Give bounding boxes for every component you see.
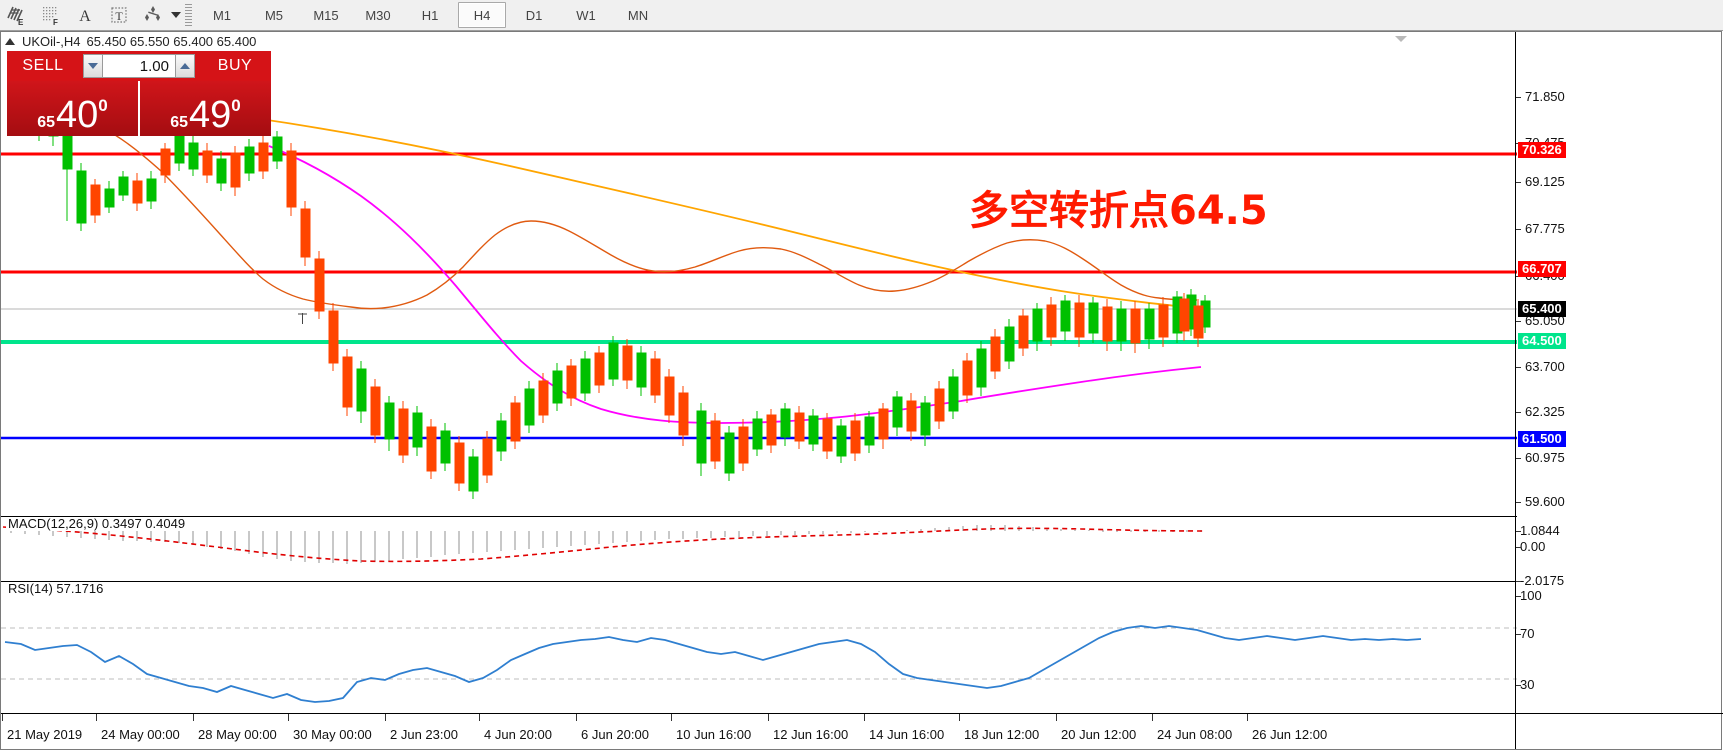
- objects-icon[interactable]: [136, 1, 170, 29]
- chart-annotation-text[interactable]: 多空转折点64.5: [969, 188, 1268, 234]
- macd-signal-line: [2, 526, 1206, 563]
- time-axis[interactable]: 21 May 2019 24 May 00:00 28 May 00:00 30…: [1, 713, 1723, 749]
- time-tick-5: 4 Jun 20:00: [479, 714, 552, 742]
- price-scale[interactable]: 71.850 70.475 69.125 67.775 66.400 65.05…: [1515, 32, 1721, 749]
- time-tick-11: 20 Jun 12:00: [1055, 714, 1136, 742]
- macd-tick-min: -2.0175: [1516, 573, 1564, 588]
- support-level-61500[interactable]: 61.500: [1518, 431, 1566, 447]
- crosshair-marker-icon: [298, 313, 307, 324]
- timeframe-h4[interactable]: H4: [458, 2, 506, 28]
- macd-tick-zero: 0.00: [1516, 539, 1545, 554]
- objects-dropdown-caret[interactable]: [171, 12, 181, 18]
- indicators-icon[interactable]: E: [0, 1, 34, 29]
- timeframe-m1[interactable]: M1: [212, 7, 232, 23]
- timeframe-m15[interactable]: M15: [313, 7, 339, 23]
- macd-indicator-label: MACD(12,26,9) 0.3497 0.4049: [6, 516, 188, 531]
- one-click-trading-panel[interactable]: SELL 1.00 BUY 65 40 0 65 49 0: [7, 51, 271, 136]
- ohlc-values: 65.450 65.550 65.400 65.400: [86, 34, 257, 49]
- volume-input[interactable]: 1.00: [103, 54, 175, 78]
- window-minimize-triangle-icon[interactable]: [1395, 36, 1407, 42]
- time-tick-2: 28 May 00:00: [193, 714, 277, 742]
- macd-pane[interactable]: MACD(12,26,9) 0.3497 0.4049: [1, 516, 1517, 582]
- rsi-tick-100: 100: [1516, 588, 1542, 603]
- resistance-level-66707[interactable]: 66.707: [1518, 261, 1566, 277]
- symbol-bar: UKOil-,H4 65.450 65.550 65.400 65.400: [1, 32, 1721, 51]
- main-price-pane[interactable]: [1, 51, 1517, 510]
- trade-panel-price-row: 65 40 0 65 49 0: [7, 81, 271, 136]
- textbox-icon[interactable]: T: [102, 1, 136, 29]
- time-tick-0: 21 May 2019: [1, 714, 82, 742]
- ma-magenta-line: [268, 145, 1202, 424]
- time-tick-4: 2 Jun 23:00: [385, 714, 458, 742]
- grid-icon[interactable]: F: [34, 1, 68, 29]
- sell-price-whole: 65: [37, 114, 56, 131]
- rsi-chart-svg: [1, 625, 1517, 703]
- symbol-label: UKOil-,H4: [22, 34, 81, 49]
- price-tick-59600: 59.600: [1516, 494, 1565, 509]
- time-tick-10: 18 Jun 12:00: [958, 714, 1039, 742]
- toolbar-separator: [185, 4, 192, 26]
- timeframe-w1[interactable]: W1: [576, 7, 596, 23]
- macd-histogram: [10, 525, 1202, 564]
- buy-button[interactable]: BUY: [199, 51, 271, 81]
- timeframe-mn[interactable]: MN: [627, 7, 649, 23]
- svg-text:T: T: [115, 9, 123, 23]
- price-tick-60975: 60.975: [1516, 450, 1565, 465]
- timeframe-m30[interactable]: M30: [365, 7, 391, 23]
- buy-price-whole: 65: [170, 114, 189, 131]
- ma-orangered-line: [103, 128, 1198, 310]
- volume-increase-button[interactable]: [175, 54, 195, 78]
- text-icon[interactable]: A: [68, 1, 102, 29]
- buy-price-display[interactable]: 65 49 0: [140, 81, 271, 136]
- current-price-65400[interactable]: 65.400: [1518, 301, 1566, 317]
- timeframe-m5[interactable]: M5: [264, 7, 284, 23]
- svg-text:F: F: [53, 18, 58, 27]
- sell-button[interactable]: SELL: [7, 51, 79, 81]
- rsi-tick-30: 30: [1516, 677, 1534, 692]
- collapse-triangle-icon[interactable]: [5, 38, 15, 45]
- price-tick-67775: 67.775: [1516, 221, 1565, 236]
- time-tick-12: 24 Jun 08:00: [1151, 714, 1232, 742]
- buy-price-pips: 49: [189, 94, 232, 136]
- main-toolbar: E F A: [0, 0, 1723, 31]
- rsi-indicator-label: RSI(14) 57.1716: [6, 581, 106, 596]
- resistance-level-70326[interactable]: 70.326: [1518, 142, 1566, 158]
- trade-panel-top-row: SELL 1.00 BUY: [7, 51, 271, 81]
- rsi-line: [4, 625, 1422, 703]
- time-tick-9: 14 Jun 16:00: [863, 714, 944, 742]
- timeframe-h1[interactable]: H1: [421, 7, 439, 23]
- buy-price-fraction: 0: [231, 96, 241, 115]
- time-tick-13: 26 Jun 12:00: [1246, 714, 1327, 742]
- price-chart-svg: [1, 85, 1517, 499]
- price-tick-69125: 69.125: [1516, 174, 1565, 189]
- price-tick-63700: 63.700: [1516, 359, 1565, 374]
- svg-text:A: A: [79, 8, 91, 25]
- sell-price-display[interactable]: 65 40 0: [7, 81, 138, 136]
- rsi-tick-70: 70: [1516, 626, 1534, 641]
- timeframe-d1[interactable]: D1: [525, 7, 543, 23]
- time-tick-7: 10 Jun 16:00: [670, 714, 751, 742]
- svg-text:E: E: [18, 18, 24, 27]
- macd-tick-max: 1.0844: [1516, 523, 1560, 538]
- macd-chart-svg: [2, 525, 1206, 564]
- chart-window: UKOil-,H4 65.450 65.550 65.400 65.400: [0, 31, 1723, 750]
- volume-stepper[interactable]: 1.00: [79, 51, 199, 81]
- sell-price-pips: 40: [56, 94, 99, 136]
- time-tick-6: 6 Jun 20:00: [576, 714, 649, 742]
- time-tick-8: 12 Jun 16:00: [767, 714, 848, 742]
- price-tick-71850: 71.850: [1516, 89, 1565, 104]
- ma-orange-line: [246, 116, 1206, 311]
- candlestick-series: [34, 85, 1211, 499]
- volume-decrease-button[interactable]: [83, 54, 103, 78]
- price-tick-62325: 62.325: [1516, 404, 1565, 419]
- support-level-64500[interactable]: 64.500: [1518, 333, 1566, 349]
- rsi-pane[interactable]: RSI(14) 57.1716: [1, 581, 1517, 745]
- sell-price-fraction: 0: [98, 96, 108, 115]
- time-tick-3: 30 May 00:00: [288, 714, 372, 742]
- time-tick-1: 24 May 00:00: [96, 714, 180, 742]
